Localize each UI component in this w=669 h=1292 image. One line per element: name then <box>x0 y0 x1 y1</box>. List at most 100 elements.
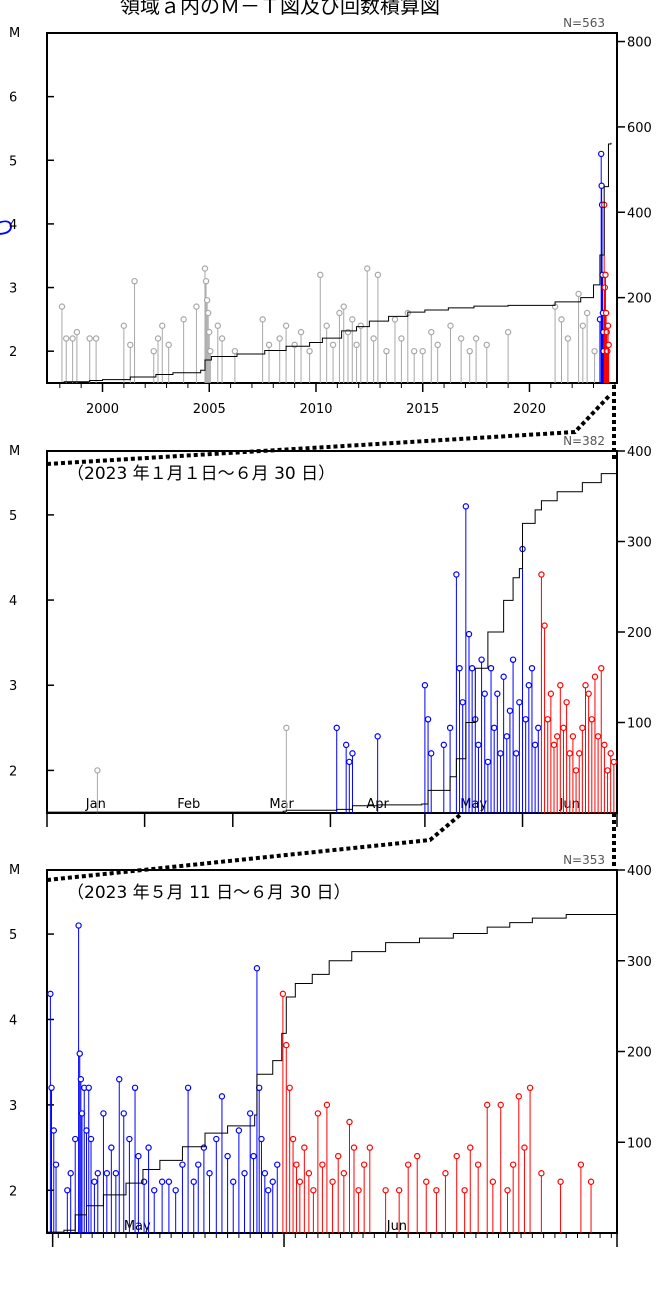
plot-frame <box>46 869 618 1234</box>
event-marker <box>509 656 517 663</box>
event-marker <box>553 733 561 740</box>
event-marker <box>349 750 356 757</box>
event-marker <box>535 724 542 732</box>
y-tick-label: 5 <box>9 154 17 169</box>
event-marker <box>465 630 473 638</box>
event-marker <box>575 290 582 298</box>
event-marker <box>127 341 134 349</box>
event-marker <box>398 335 405 342</box>
event-marker <box>340 1170 348 1177</box>
event-marker <box>506 707 514 714</box>
event-marker <box>604 322 612 329</box>
event-marker <box>58 303 66 310</box>
count-label: N=382 <box>563 434 605 448</box>
event-marker <box>340 303 347 310</box>
event-marker <box>601 741 608 749</box>
event-marker <box>467 1144 474 1151</box>
event-marker <box>598 182 605 189</box>
zoom-connector-left <box>46 813 462 882</box>
event-marker <box>468 664 476 672</box>
event-marker <box>582 682 589 689</box>
event-marker <box>310 1187 317 1194</box>
y2-tick-label: 300 <box>627 955 652 970</box>
event-marker <box>497 1101 504 1109</box>
event-marker <box>515 1093 523 1100</box>
event-marker <box>151 1187 158 1194</box>
event-marker <box>94 1170 101 1177</box>
event-marker <box>108 1144 115 1151</box>
x-month-label: May <box>124 1219 151 1234</box>
event-marker <box>572 767 580 774</box>
event-marker <box>184 1084 192 1091</box>
event-marker <box>203 297 211 304</box>
event-marker <box>193 303 200 310</box>
event-marker <box>64 1187 71 1194</box>
x-month-label: Mar <box>269 797 294 812</box>
y-axis-label: M <box>9 863 20 878</box>
event-marker <box>329 1178 336 1185</box>
event-marker <box>569 733 577 740</box>
event-marker <box>528 664 536 672</box>
x-month-label: Feb <box>177 797 200 812</box>
x-tick-label: 2020 <box>513 402 546 417</box>
event-marker <box>145 1144 152 1151</box>
event-marker <box>154 335 162 342</box>
event-marker <box>560 724 567 732</box>
event-marker <box>602 309 610 317</box>
zoom-connector-left <box>46 393 612 466</box>
event-marker <box>472 335 480 342</box>
event-marker <box>333 724 340 732</box>
event-marker <box>504 328 512 336</box>
event-marker <box>190 1178 197 1185</box>
count-label: N=353 <box>563 853 605 867</box>
event-marker <box>246 1110 254 1117</box>
event-marker <box>314 1110 322 1117</box>
chart-panel-1998-2023: M N=563 2 3 4 5 6 200 400 600 800 2000 2005 2010 2015 2… <box>9 16 652 466</box>
event-marker <box>274 1161 281 1168</box>
x-tick-label: 2015 <box>406 402 439 417</box>
event-marker <box>579 322 587 329</box>
event-marker <box>516 699 523 706</box>
event-marker <box>550 741 558 749</box>
event-marker <box>414 1152 421 1160</box>
event-marker <box>538 571 545 578</box>
event-marker <box>494 690 501 697</box>
y-axis-label: M <box>9 26 20 41</box>
x-tick-label: 2010 <box>299 402 332 417</box>
event-marker <box>601 284 609 291</box>
event-marker <box>453 1152 460 1160</box>
event-marker <box>306 347 313 355</box>
event-marker <box>214 322 221 329</box>
event-marker <box>383 347 390 355</box>
event-marker <box>500 673 507 680</box>
event-marker <box>323 1101 331 1109</box>
event-marker <box>374 271 382 279</box>
event-marker <box>585 690 592 697</box>
event-marker <box>72 1135 79 1143</box>
event-marker <box>180 316 187 323</box>
event-marker <box>541 622 548 629</box>
event-marker <box>433 1187 440 1194</box>
y2-tick-label: 100 <box>627 1136 652 1151</box>
event-marker <box>218 335 226 342</box>
y2-tick-label: 400 <box>627 864 652 879</box>
event-marker <box>531 741 539 749</box>
y2-tick-label: 300 <box>627 536 652 551</box>
y-tick-label: 2 <box>9 1184 17 1199</box>
event-marker <box>374 733 381 740</box>
chart-panel-2023-may-jun: M N=353 （2023 年５月 11 日～６月 30 日） 2 3 4 5 100 200 3… <box>9 853 652 1247</box>
event-marker <box>206 1170 213 1177</box>
event-marker <box>478 656 485 663</box>
event-marker <box>513 750 520 757</box>
event-marker <box>200 1144 208 1151</box>
event-marker <box>605 341 612 349</box>
cumulative-count-line <box>47 912 618 1233</box>
event-marker <box>120 1110 127 1117</box>
event-marker <box>509 1161 517 1168</box>
event-marker <box>206 328 213 336</box>
event-marker <box>135 1152 142 1160</box>
event-marker <box>526 1084 534 1091</box>
event-marker <box>50 1127 57 1134</box>
x-month-label: Jan <box>85 797 106 812</box>
event-marker <box>179 1161 186 1168</box>
